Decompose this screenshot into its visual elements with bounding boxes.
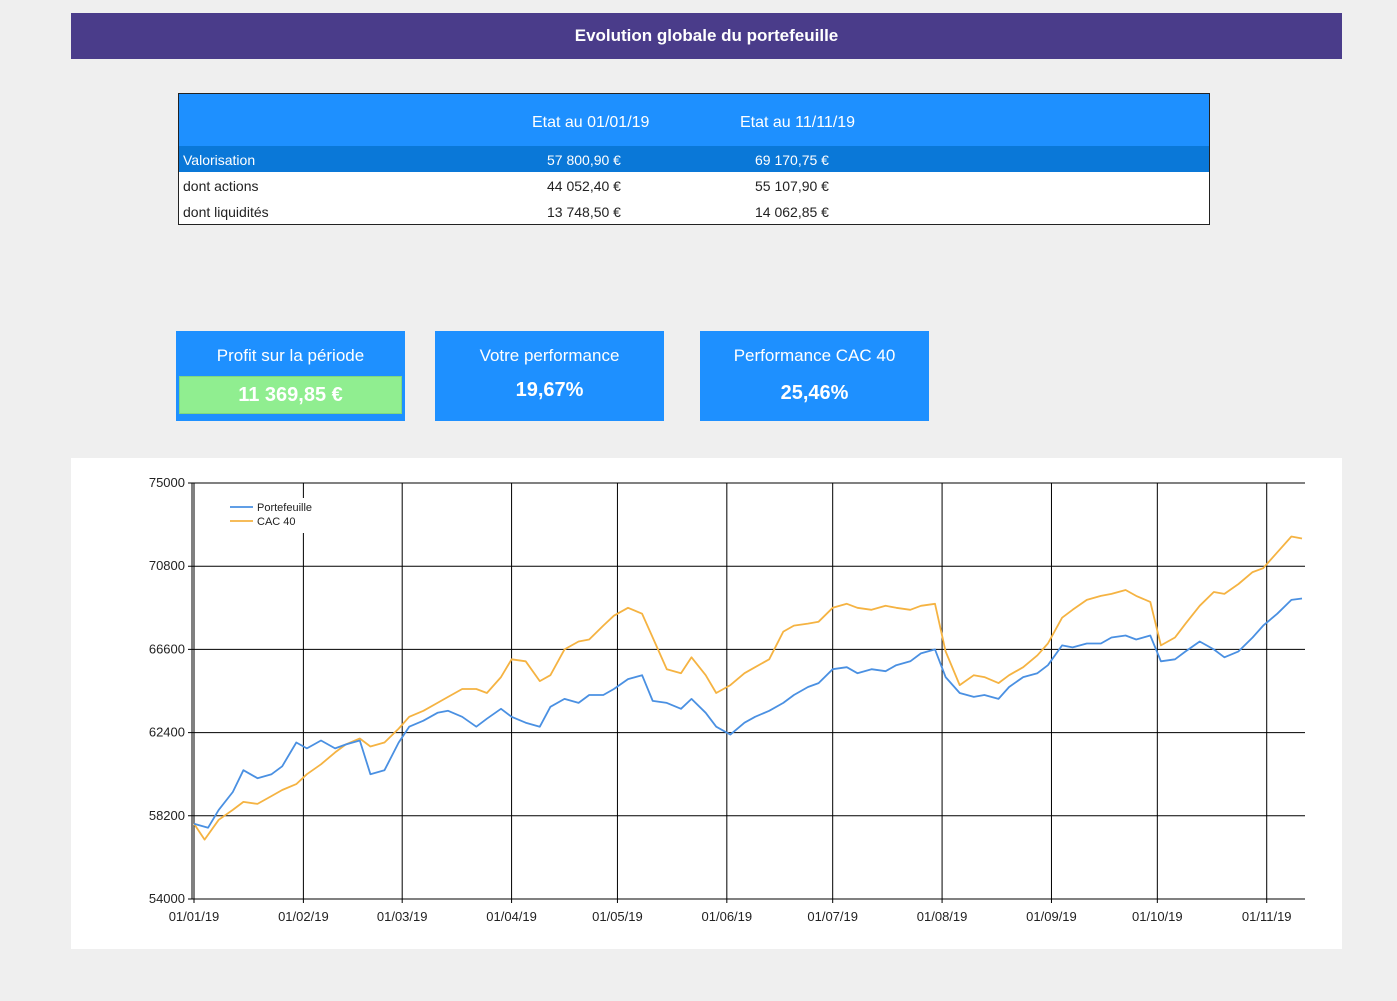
series-line-cac40 <box>193 535 1303 841</box>
line-chart: 54000 58200 62400 66600 70800 75000 01/01/19 01… <box>149 475 1305 924</box>
row-start-value: 44 052,40 € <box>547 178 621 194</box>
x-tick-label: 01/05/19 <box>592 909 643 924</box>
cac-card-title: Performance CAC 40 <box>733 346 896 365</box>
series-line-portefeuille <box>193 597 1303 829</box>
chart-container: 54000 58200 62400 66600 70800 75000 01/01/19 01… <box>71 458 1342 949</box>
row-label: dont actions <box>183 178 259 194</box>
profit-card-value: 11 369,85 € <box>179 376 402 414</box>
summary-table: Etat au 01/01/19 Etat au 11/11/19 Valori… <box>178 93 1210 225</box>
row-end-value: 69 170,75 € <box>755 152 829 168</box>
performance-card-value: 19,67% <box>515 379 584 401</box>
row-label: Valorisation <box>183 152 256 168</box>
row-start-value: 13 748,50 € <box>547 204 621 220</box>
legend-box <box>221 498 321 533</box>
y-tick-label: 75000 <box>149 475 185 490</box>
x-tick-label: 01/07/19 <box>807 909 858 924</box>
y-tick-label: 70800 <box>149 558 185 573</box>
performance-card: Votre performance 19,67% <box>435 331 664 421</box>
x-tick-label: 01/10/19 <box>1132 909 1183 924</box>
x-tick-label: 01/03/19 <box>377 909 428 924</box>
y-tick-label: 66600 <box>149 641 185 656</box>
row-label: dont liquidités <box>183 204 269 220</box>
legend-label: CAC 40 <box>257 516 296 528</box>
profit-card: Profit sur la période 11 369,85 € <box>176 331 405 421</box>
table-row-valorisation: Valorisation 57 800,90 € 69 170,75 € <box>179 146 1209 172</box>
summary-table-header: Etat au 01/01/19 Etat au 11/11/19 <box>179 94 1209 146</box>
y-tick-label: 62400 <box>149 725 185 740</box>
cac-card-value: 25,46% <box>780 382 849 404</box>
row-start-value: 57 800,90 € <box>547 152 621 168</box>
column-header-end: Etat au 11/11/19 <box>740 114 856 131</box>
x-tick-label: 01/11/19 <box>1242 909 1292 924</box>
x-tick-label: 01/09/19 <box>1026 909 1077 924</box>
row-end-value: 14 062,85 € <box>755 204 829 220</box>
y-tick-label: 58200 <box>149 808 185 823</box>
x-tick-label: 01/02/19 <box>278 909 329 924</box>
performance-card-title: Votre performance <box>479 346 620 365</box>
legend-label: Portefeuille <box>257 502 312 514</box>
x-tick-label: 01/06/19 <box>702 909 753 924</box>
x-tick-label: 01/01/19 <box>169 909 220 924</box>
column-header-start: Etat au 01/01/19 <box>532 114 650 131</box>
x-tick-label: 01/04/19 <box>486 909 537 924</box>
x-tick-label: 01/08/19 <box>917 909 968 924</box>
page-title: Evolution globale du portefeuille <box>574 26 839 45</box>
profit-card-title: Profit sur la période <box>216 346 365 365</box>
y-tick-label: 54000 <box>149 891 185 906</box>
table-row-actions: dont actions 44 052,40 € 55 107,90 € <box>179 172 1209 198</box>
row-end-value: 55 107,90 € <box>755 178 829 194</box>
table-row-liquidites: dont liquidités 13 748,50 € 14 062,85 € <box>179 198 1209 224</box>
page-header: Evolution globale du portefeuille <box>71 13 1342 59</box>
cac-card: Performance CAC 40 25,46% <box>700 331 929 421</box>
